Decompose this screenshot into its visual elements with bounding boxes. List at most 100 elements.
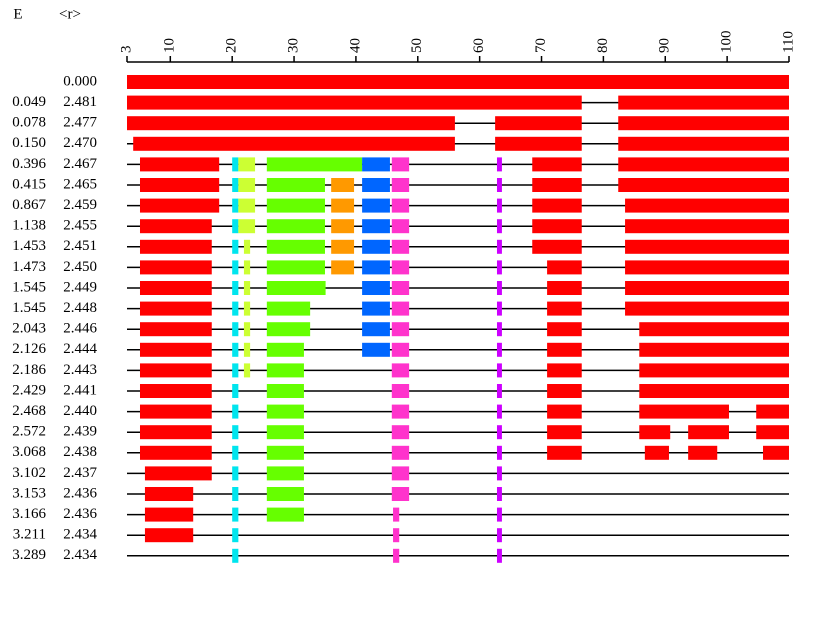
segment (391, 281, 410, 295)
segment (144, 528, 194, 543)
e-value: 2.126 (12, 341, 46, 357)
segment (639, 363, 789, 378)
segment (496, 363, 502, 378)
segment (232, 466, 239, 481)
e-value: 1.453 (12, 238, 46, 254)
segment (618, 157, 789, 172)
segment (688, 445, 718, 460)
r-value: 2.449 (63, 279, 97, 295)
segment (496, 404, 502, 419)
segment (495, 136, 582, 151)
e-value: 1.138 (12, 218, 46, 234)
segment (496, 548, 502, 563)
x-tick-label: 10 (162, 38, 178, 53)
segment (266, 219, 325, 234)
r-value: 2.438 (63, 444, 97, 460)
segment (532, 198, 582, 213)
segment (391, 198, 410, 213)
segment (496, 301, 502, 316)
segment (331, 239, 355, 254)
segment (496, 322, 502, 337)
segment (139, 178, 220, 192)
segment (266, 404, 304, 419)
segment (391, 342, 410, 357)
segment (625, 301, 789, 316)
segment (144, 487, 194, 501)
segment (639, 404, 729, 419)
r-value: 2.441 (63, 382, 97, 398)
x-tick-label: 60 (471, 38, 487, 53)
segment (391, 425, 410, 440)
segment (243, 363, 251, 378)
segment (266, 445, 304, 460)
segment (496, 487, 502, 501)
e-value: 0.396 (12, 156, 46, 172)
segment (139, 384, 212, 398)
segment (496, 528, 502, 543)
segment (238, 157, 256, 172)
e-value: 3.289 (12, 547, 46, 563)
segment (391, 404, 410, 419)
segment (232, 301, 239, 316)
e-value: 2.186 (12, 362, 46, 378)
segment (232, 322, 239, 337)
e-value: 1.545 (12, 279, 46, 295)
segment (139, 157, 220, 172)
segment (639, 322, 789, 337)
r-value: 2.450 (63, 259, 97, 275)
e-value: 3.211 (13, 527, 46, 543)
segment (331, 178, 355, 192)
segment (618, 95, 789, 110)
segment (243, 239, 251, 254)
segment (243, 322, 251, 337)
segment (496, 281, 502, 295)
segment (133, 136, 455, 151)
r-value: 2.465 (63, 176, 97, 192)
e-value: 0.150 (12, 135, 46, 151)
segment (496, 425, 502, 440)
segment (391, 384, 410, 398)
segment (266, 363, 304, 378)
segment (266, 260, 325, 275)
segment (232, 507, 239, 522)
segment (238, 178, 256, 192)
segment (393, 528, 400, 543)
segment (362, 281, 390, 295)
segment (266, 198, 325, 213)
segment (756, 425, 789, 440)
e-value: 3.166 (12, 506, 46, 522)
segment (139, 342, 212, 357)
segment (266, 322, 311, 337)
segment (618, 136, 789, 151)
r-value: 2.481 (63, 94, 97, 110)
segment (496, 157, 502, 172)
segment (243, 281, 251, 295)
r-header: <r> (59, 6, 81, 22)
r-value: 2.446 (63, 321, 97, 337)
e-value: 2.429 (12, 382, 46, 398)
segment (243, 260, 251, 275)
segment (639, 384, 789, 398)
segment (391, 445, 410, 460)
segment (362, 157, 390, 172)
segment (266, 425, 304, 440)
segment (547, 322, 582, 337)
segment (391, 239, 410, 254)
x-tick-label: 110 (780, 31, 796, 53)
segment (139, 445, 212, 460)
segment (495, 116, 582, 131)
segment (232, 239, 239, 254)
e-value: 1.473 (12, 259, 46, 275)
segment (266, 301, 311, 316)
segment (232, 548, 239, 563)
segment (639, 425, 671, 440)
segment (547, 342, 582, 357)
e-value: 2.572 (12, 424, 46, 440)
segment (243, 301, 251, 316)
segment (496, 178, 502, 192)
r-value: 2.443 (63, 362, 97, 378)
segment (266, 239, 325, 254)
segment (547, 363, 582, 378)
segment (139, 425, 212, 440)
x-tick-label: 70 (533, 38, 549, 53)
